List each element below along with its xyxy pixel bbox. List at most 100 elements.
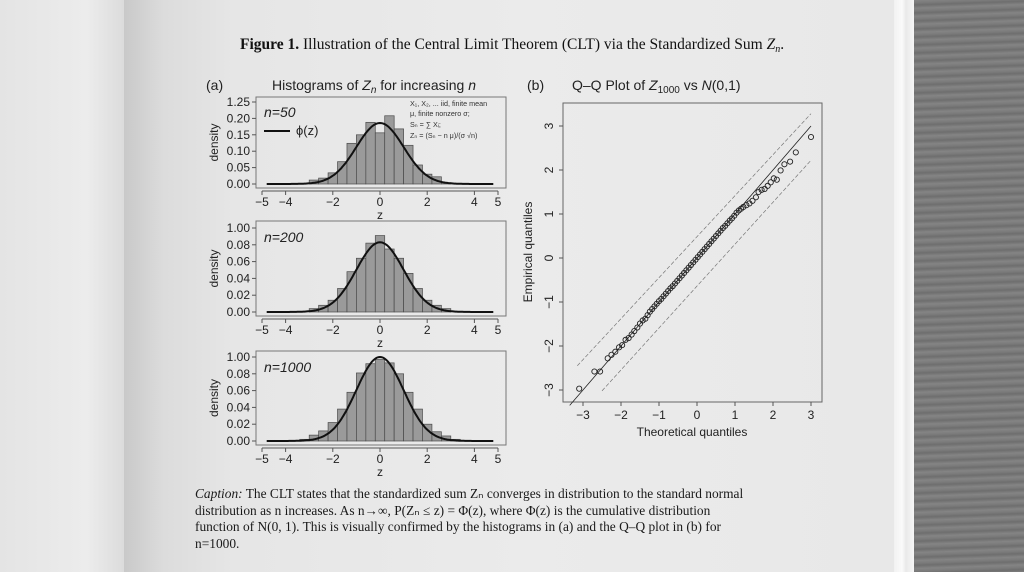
y-tick-label: 0.08 (227, 367, 251, 381)
qq-point (761, 185, 768, 192)
x-tick-label: −2 (326, 452, 340, 466)
x-tick-label: −2 (326, 323, 340, 337)
histogram-bar (374, 359, 386, 442)
plot-frame (255, 220, 507, 317)
x-tick-label: −5 (255, 195, 269, 209)
assumptions-annotation: X₁, X₂, ... iid, finite mean μ, finite n… (410, 99, 487, 140)
right-page (124, 0, 894, 572)
qq-point (758, 186, 765, 193)
qq-point (740, 203, 747, 211)
x-tick-label: 0 (377, 452, 384, 466)
qq-y-tick-label: −3 (542, 383, 556, 397)
panel-a-title: Histograms of Zn for increasing n (272, 77, 476, 96)
caption-line: n=1000. (195, 535, 240, 551)
y-tick-label: 0.05 (227, 161, 251, 175)
histogram-panel-0: 0.00 0.05 0.10 0.15 0.20 1.25 −5 −4 −2 0 2 4 5 z densi… (207, 95, 507, 222)
x-tick-label: 4 (471, 323, 478, 337)
qq-point (807, 133, 815, 141)
histogram-panel-1: 0.00 0.02 0.04 0.06 0.08 1.00 −5 −4 −2 0 2 4 5 z densi… (207, 220, 507, 350)
qq-y-tick-label: 1 (542, 210, 556, 217)
y-axis-label: density (207, 249, 221, 287)
qq-point (625, 335, 632, 342)
y-tick-label: 0.02 (227, 417, 251, 431)
qq-confidence-band-lower (601, 160, 812, 392)
x-tick-label: 2 (424, 323, 431, 337)
histogram-panel-2: 0.00 0.02 0.04 0.06 0.08 1.00 −5 −4 −2 0 2 4 5 z densi… (207, 350, 507, 479)
normal-density-curve (266, 355, 494, 442)
qq-point (597, 368, 604, 375)
x-tick-label: 2 (424, 452, 431, 466)
x-tick-label: −4 (279, 195, 293, 209)
y-axis-label: density (207, 379, 221, 417)
x-axis-label: z (377, 336, 383, 350)
annotation-line: Zₙ = (Sₙ − n μ)/(σ √n) (410, 131, 477, 140)
y-tick-label: 0.20 (227, 111, 251, 125)
qq-x-tick-label: 0 (694, 408, 701, 422)
x-tick-label: −4 (279, 323, 293, 337)
y-tick-label: 1.00 (227, 350, 251, 364)
y-tick-label: 1.00 (227, 221, 251, 235)
x-tick-label: 4 (471, 195, 478, 209)
histogram-bar (384, 362, 395, 442)
x-tick-label: −2 (326, 195, 340, 209)
qq-y-axis-label: Empirical quantiles (521, 202, 535, 303)
histogram-bar (365, 363, 376, 442)
qq-y-tick-label: 3 (542, 122, 556, 129)
wooden-table (914, 0, 1024, 572)
panel-label-n50: n=50 (264, 104, 296, 120)
qq-point (604, 355, 611, 362)
qq-point (619, 342, 626, 349)
histogram-bar (393, 373, 404, 442)
qq-x-tick-label: −2 (614, 408, 628, 422)
y-tick-label: 0.00 (227, 305, 251, 319)
y-tick-label: 0.04 (227, 271, 251, 285)
normal-density-curve (266, 241, 494, 313)
histogram-bar (356, 372, 367, 442)
y-axis-label: density (207, 123, 221, 161)
caption-line: distribution as n increases. As n→∞, P(Z… (195, 502, 711, 518)
y-tick-label: 1.25 (227, 95, 251, 109)
qq-y-tick-label: −1 (542, 295, 556, 309)
qq-point (608, 351, 615, 358)
qq-x-tick-label: −1 (652, 408, 666, 422)
qq-point (743, 202, 750, 209)
x-tick-label: −5 (255, 323, 269, 337)
y-tick-label: 0.10 (227, 144, 251, 158)
page-edges (894, 0, 914, 572)
y-tick-label: 0.02 (227, 288, 251, 302)
qq-point (749, 197, 756, 204)
caption-line: The CLT states that the standardized sum… (242, 486, 744, 501)
y-tick-label: 0.04 (227, 400, 251, 414)
qq-x-tick-label: 3 (808, 408, 815, 422)
qq-point (787, 158, 794, 165)
legend-curve-label: ϕ(z) (296, 123, 318, 138)
qq-point (612, 348, 619, 355)
normal-density-curve (266, 121, 494, 185)
histogram-bar (374, 132, 386, 185)
x-tick-label: 5 (495, 323, 502, 337)
qq-x-tick-label: −3 (576, 408, 590, 422)
qq-point (777, 167, 784, 174)
annotation-line: Sₙ = ∑ Xᵢ; (410, 120, 441, 129)
x-tick-label: −4 (279, 452, 293, 466)
y-tick-label: 0.06 (227, 255, 251, 269)
histogram-bar (356, 134, 367, 185)
figure-caption: Caption: The CLT states that the standar… (195, 486, 875, 552)
qq-point (767, 179, 774, 186)
x-tick-label: −5 (255, 452, 269, 466)
panel-label-n1000: n=1000 (264, 359, 311, 375)
histogram-bar (403, 144, 414, 185)
y-tick-label: 0.00 (227, 434, 251, 448)
qq-point (628, 331, 635, 338)
plot-frame (255, 96, 507, 189)
panel-a-tag: (a) (206, 77, 223, 93)
qq-x-tick-label: 2 (770, 408, 777, 422)
histogram-bar (374, 235, 386, 313)
x-tick-label: 4 (471, 452, 478, 466)
qq-point (764, 182, 771, 189)
qq-confidence-band-upper (577, 113, 812, 367)
plot-frame (255, 350, 507, 446)
x-axis-label: z (377, 465, 383, 479)
left-page (0, 0, 124, 572)
